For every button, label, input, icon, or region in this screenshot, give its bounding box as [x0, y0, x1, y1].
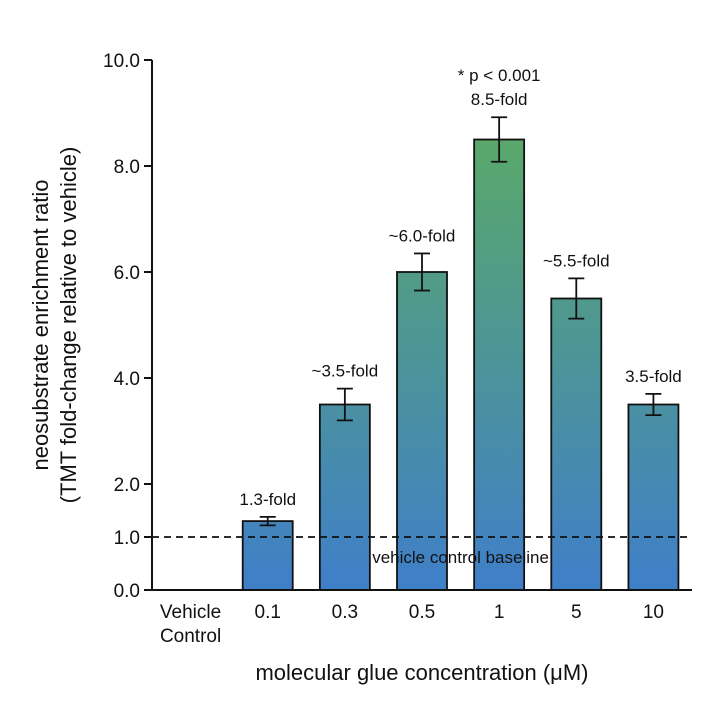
error-bars	[259, 116, 662, 527]
bar	[241, 520, 294, 591]
y-tick-label: 6.0	[114, 263, 140, 284]
x-tick-label-line: 0.3	[332, 602, 358, 623]
x-tick-label: 0.3	[332, 602, 358, 623]
significance-label: * p < 0.001	[458, 66, 541, 85]
data-label: 8.5-fold	[471, 90, 528, 109]
y-axis-title-line-1: neosubstrate enrichment ratio	[28, 179, 53, 470]
bar	[627, 403, 680, 591]
x-tick-label-line: Vehicle	[160, 602, 221, 623]
x-tick-label: 0.5	[409, 602, 435, 623]
data-label: ~6.0-fold	[389, 226, 456, 245]
y-axis-title: neosubstrate enrichment ratio (TMT fold-…	[28, 147, 81, 504]
x-tick-label: 1	[494, 602, 505, 623]
y-axis-title-line-2: (TMT fold-change relative to vehicle)	[56, 147, 81, 504]
x-tick-label-line: Control	[160, 626, 221, 647]
data-labels: 1.3-fold ~3.5-fold ~6.0-fold 8.5-fold ~5.5-f…	[239, 90, 681, 509]
x-tick-label-line: 0.1	[255, 602, 281, 623]
data-label: ~5.5-fold	[543, 251, 610, 270]
y-tick-label: 10.0	[103, 51, 140, 72]
x-tick-label: 5	[571, 602, 582, 623]
y-tick-label: 8.0	[114, 157, 140, 178]
y-tick-label: 1.0	[114, 528, 140, 549]
baseline-label: vehicle control baseline	[372, 548, 549, 567]
x-tick-label: 10	[643, 602, 664, 623]
x-axis-title: molecular glue concentration (μM)	[255, 660, 588, 685]
bars	[241, 138, 680, 591]
y-tick-label: 2.0	[114, 475, 140, 496]
bar	[318, 403, 371, 591]
x-tick-label-line: 5	[571, 602, 582, 623]
x-tick-label-line: 1	[494, 602, 505, 623]
x-tick-label: 0.1	[255, 602, 281, 623]
y-axis-ticks: 0.0 1.0 2.0 4.0 6.0 8.0 10.0	[103, 51, 152, 602]
bar	[550, 297, 603, 591]
data-label: ~3.5-fold	[312, 362, 379, 381]
y-tick-label: 0.0	[114, 581, 140, 602]
x-axis-ticks: Vehicle Control 0.1 0.3 0.5 1 5 10	[160, 602, 664, 647]
bar	[396, 271, 448, 591]
x-tick-label-line: 0.5	[409, 602, 435, 623]
bar	[473, 138, 526, 591]
x-tick-label-line: 10	[643, 602, 664, 623]
x-tick-label: Vehicle Control	[160, 602, 221, 647]
data-label: 3.5-fold	[625, 367, 682, 386]
data-label: 1.3-fold	[239, 490, 296, 509]
y-tick-label: 4.0	[114, 369, 140, 390]
